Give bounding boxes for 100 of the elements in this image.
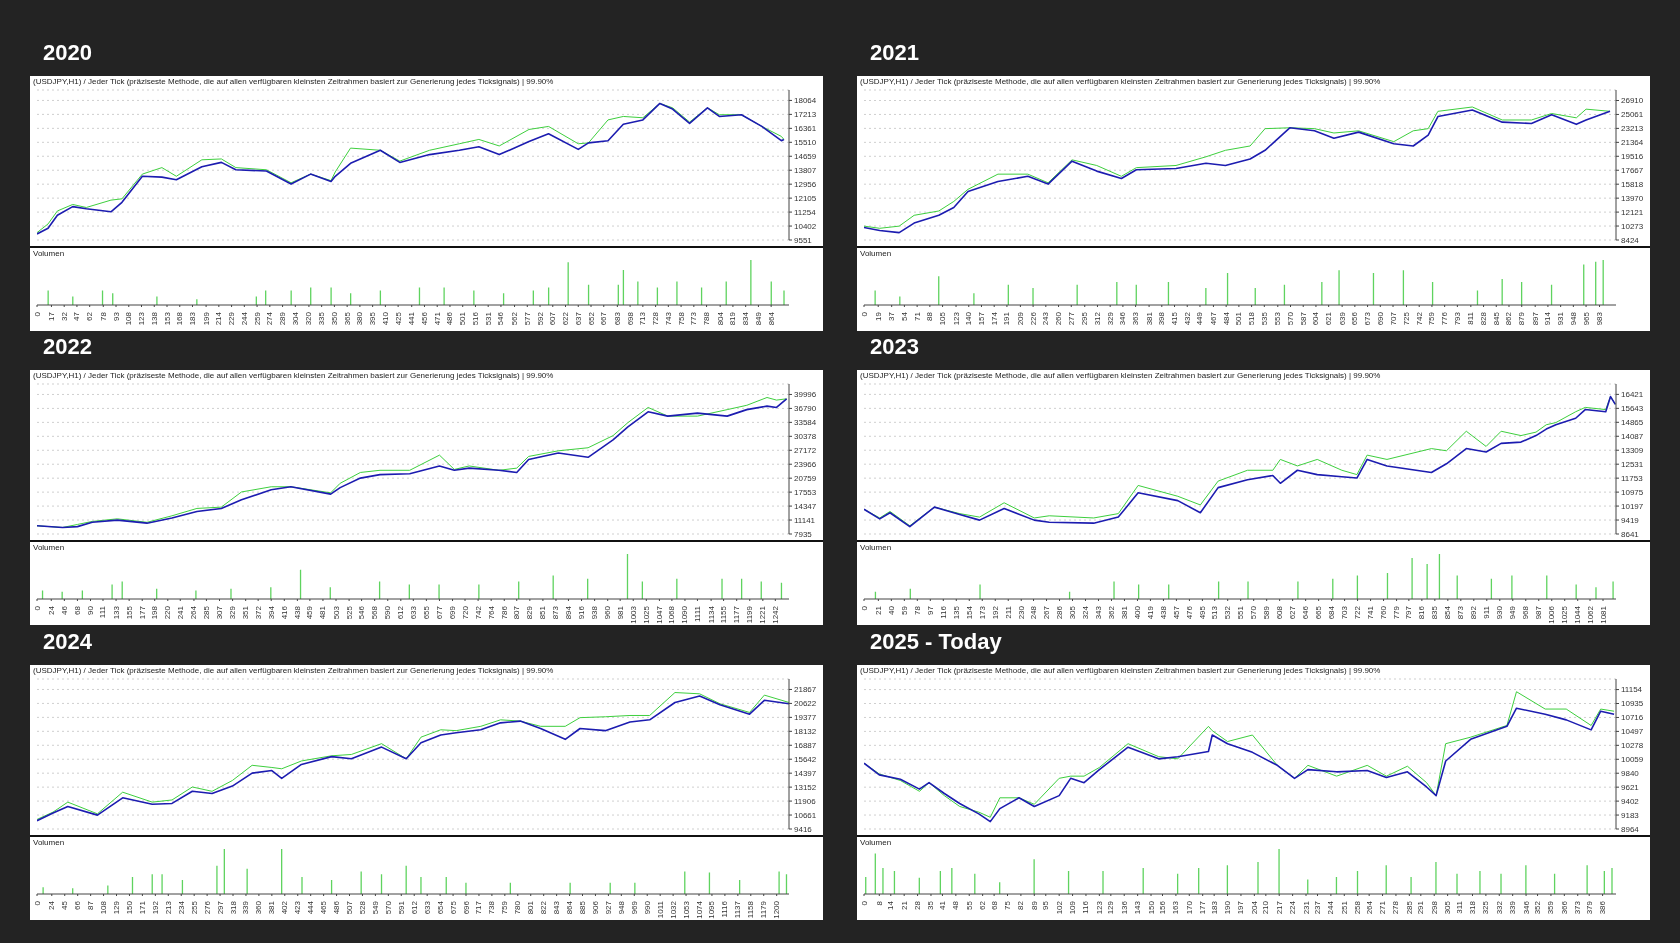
y-tick-label: 12121 xyxy=(1621,207,1644,217)
x-tick-label: 359 xyxy=(1546,900,1556,915)
x-tick-label: 226 xyxy=(1028,311,1038,326)
x-tick-label: 258 xyxy=(1353,900,1363,915)
x-tick-label: 622 xyxy=(561,311,571,326)
x-tick-label: 37 xyxy=(887,311,897,321)
x-tick-label: 1242 xyxy=(770,605,780,624)
x-tick-label: 243 xyxy=(1041,311,1051,326)
x-tick-label: 157 xyxy=(976,311,986,326)
x-tick-label: 363 xyxy=(1131,311,1141,326)
x-tick-label: 229 xyxy=(227,311,237,326)
x-tick-label: 742 xyxy=(473,605,483,620)
x-tick-label: 1032 xyxy=(668,900,678,919)
x-tick-label: 1074 xyxy=(694,900,704,919)
x-tick-label: 95 xyxy=(1041,900,1051,910)
x-tick-label: 48 xyxy=(951,900,961,910)
x-tick-label: 779 xyxy=(1392,605,1402,620)
y-tick-label: 10402 xyxy=(794,221,817,231)
x-tick-label: 150 xyxy=(124,900,134,915)
x-tick-label: 190 xyxy=(1223,900,1233,915)
x-tick-label: 173 xyxy=(977,605,987,620)
y-tick-label: 11906 xyxy=(794,796,817,806)
x-tick-label: 444 xyxy=(306,900,316,915)
x-tick-label: 495 xyxy=(1197,605,1207,620)
text: Volumen xyxy=(33,249,65,258)
chart-subtitle: (USDJPY,H1) / Jeder Tick (präziseste Methode, die auf allen verfügbaren kleinsten Zeitrahmen basiert zur Generierung jedes Ticksignals) | 99.90% xyxy=(860,666,1381,675)
x-tick-label: 346 xyxy=(1118,311,1128,326)
y-tick-label: 15818 xyxy=(1621,180,1644,190)
x-tick-label: 1044 xyxy=(1573,605,1583,624)
x-tick-label: 71 xyxy=(912,311,922,321)
x-tick-label: 174 xyxy=(989,311,999,326)
x-tick-label: 360 xyxy=(254,900,264,915)
x-tick-label: 381 xyxy=(1119,605,1129,620)
y-tick-label: 26910 xyxy=(1621,96,1644,106)
x-tick-label: 259 xyxy=(252,311,262,326)
x-tick-label: 948 xyxy=(1568,311,1578,326)
x-tick-label: 329 xyxy=(228,605,238,620)
x-tick-label: 352 xyxy=(1533,900,1543,915)
x-tick-label: 862 xyxy=(1504,311,1514,326)
x-tick-label: 343 xyxy=(1093,605,1103,620)
x-tick-label: 673 xyxy=(1363,311,1373,326)
x-tick-label: 804 xyxy=(715,311,725,326)
y-tick-label: 18132 xyxy=(794,727,817,737)
x-tick-label: 703 xyxy=(1340,605,1350,620)
y-tick-label: 25061 xyxy=(1621,110,1644,120)
x-tick-label: 183 xyxy=(188,311,197,326)
x-tick-label: 467 xyxy=(1208,311,1218,326)
x-tick-label: 562 xyxy=(510,311,520,326)
x-tick-label: 307 xyxy=(215,605,224,620)
x-tick-label: 305 xyxy=(1443,900,1453,915)
x-tick-label: 82 xyxy=(1016,900,1026,910)
x-tick-label: 267 xyxy=(1042,605,1052,620)
x-tick-label: 819 xyxy=(728,311,738,326)
x-tick-label: 248 xyxy=(1029,605,1039,620)
x-tick-label: 329 xyxy=(1105,311,1115,326)
x-tick-label: 507 xyxy=(345,900,355,915)
y-tick-label: 11753 xyxy=(1621,474,1644,483)
x-tick-label: 546 xyxy=(357,605,367,620)
x-tick-label: 456 xyxy=(419,311,429,326)
x-tick-label: 140 xyxy=(964,311,974,326)
x-tick-label: 171 xyxy=(137,900,147,915)
x-tick-label: 214 xyxy=(214,311,224,326)
chart-subtitle: (USDJPY,H1) / Jeder Tick (präziseste Methode, die auf allen verfügbaren kleinsten Zeitrahmen basiert zur Generierung jedes Ticksignals) | 99.90% xyxy=(33,666,554,675)
x-tick-label: 743 xyxy=(663,311,673,326)
x-tick-label: 105 xyxy=(938,311,948,326)
x-tick-label: 150 xyxy=(1146,900,1156,915)
x-tick-label: 486 xyxy=(445,311,455,326)
text: Volumen xyxy=(860,249,892,258)
x-tick-label: 41 xyxy=(937,900,947,910)
x-tick-label: 35 xyxy=(926,900,936,910)
x-tick-label: 612 xyxy=(396,605,406,620)
x-tick-label: 1199 xyxy=(745,605,755,624)
x-tick-label: 894 xyxy=(563,605,573,620)
x-tick-label: 116 xyxy=(1081,900,1091,914)
x-tick-label: 123 xyxy=(1094,900,1104,915)
x-tick-label: 297 xyxy=(215,900,225,915)
x-tick-label: 759 xyxy=(500,900,510,915)
x-tick-label: 843 xyxy=(552,900,562,915)
x-tick-label: 633 xyxy=(422,900,432,915)
y-tick-label: 15643 xyxy=(1621,404,1644,414)
x-tick-label: 136 xyxy=(1119,900,1129,915)
x-tick-label: 129 xyxy=(112,900,122,915)
x-tick-label: 320 xyxy=(304,311,314,326)
y-tick-label: 15510 xyxy=(794,138,817,148)
x-tick-label: 604 xyxy=(1311,311,1321,326)
chart-subtitle: (USDJPY,H1) / Jeder Tick (präziseste Methode, die auf allen verfügbaren kleinsten Zeitrahmen basiert zur Generierung jedes Ticksignals) | 99.90% xyxy=(860,77,1381,86)
x-tick-label: 570 xyxy=(1286,311,1296,326)
x-tick-label: 699 xyxy=(448,605,458,620)
x-tick-label: 278 xyxy=(1391,900,1401,915)
x-tick-label: 728 xyxy=(651,311,661,326)
x-tick-label: 1090 xyxy=(680,605,690,624)
y-tick-label: 10059 xyxy=(1621,755,1644,765)
y-tick-label: 10716 xyxy=(1621,713,1644,723)
x-tick-label: 109 xyxy=(1068,900,1078,915)
x-tick-label: 93 xyxy=(111,311,121,321)
x-tick-label: 788 xyxy=(702,311,712,326)
x-tick-label: 339 xyxy=(241,900,251,915)
x-tick-label: 1177 xyxy=(732,605,742,624)
x-tick-label: 432 xyxy=(1182,311,1192,326)
x-tick-label: 738 xyxy=(487,900,497,915)
